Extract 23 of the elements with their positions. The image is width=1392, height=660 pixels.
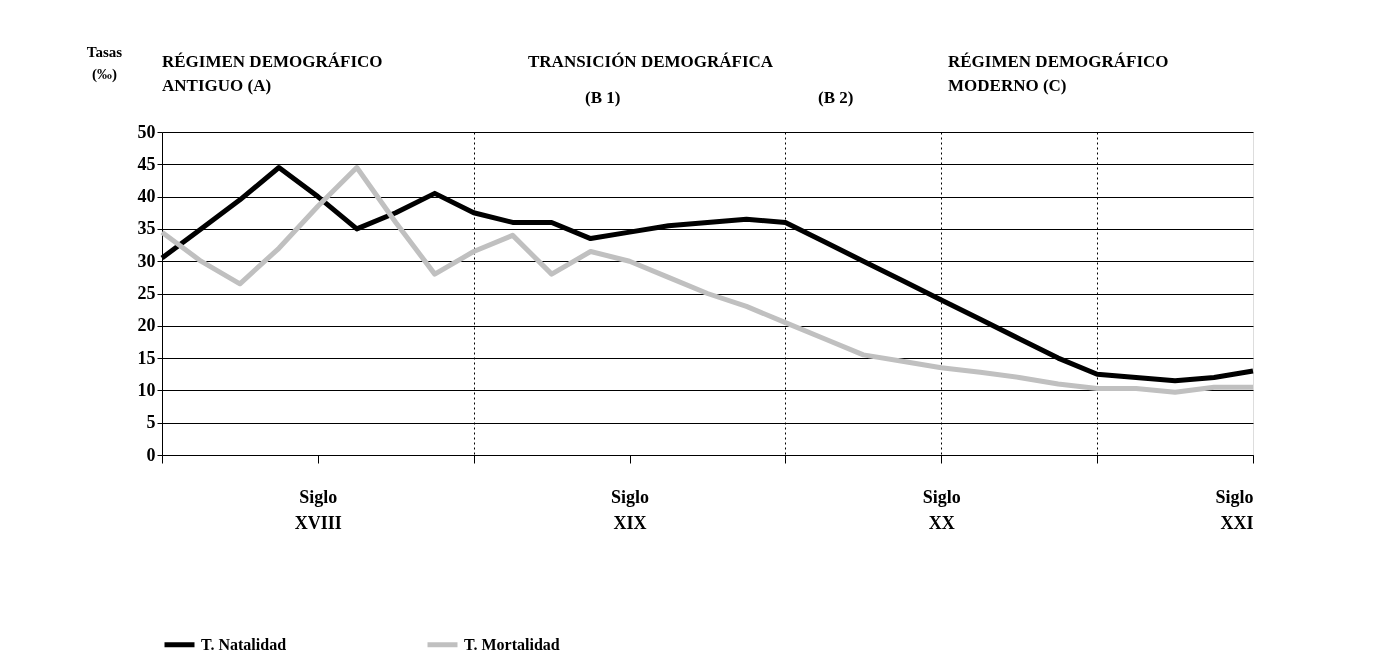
text: TRANSICIÓN DEMOGRÁFICA — [528, 52, 774, 71]
text: RÉGIMEN DEMOGRÁFICO ANTIGUO (A) — [162, 52, 383, 95]
y-tick-label: 35 — [137, 218, 156, 239]
x-tick-label: Siglo XIX — [611, 486, 650, 533]
y-tick-label: 10 — [137, 379, 156, 400]
text: RÉGIMEN DEMOGRÁFICO MODERNO (C) — [948, 52, 1169, 95]
y-tick-label: 5 — [146, 412, 156, 433]
y-tick-label: 45 — [137, 153, 156, 174]
y-tick-label: 0 — [146, 444, 156, 465]
legend-label: T. Mortalidad — [464, 635, 560, 653]
y-tick-label: 30 — [137, 250, 156, 271]
y-axis-title: Tasas (‰) — [86, 43, 123, 83]
y-tick-label: 50 — [137, 121, 156, 142]
x-tick-label: Siglo XVIII — [294, 486, 342, 533]
y-tick-label: 20 — [137, 315, 156, 336]
legend-label: T. Natalidad — [201, 635, 287, 653]
text: (B 1) — [585, 88, 621, 107]
y-tick-label: 25 — [137, 283, 156, 303]
text: (B 2) — [818, 88, 854, 107]
x-tick-label: Siglo XX — [922, 486, 961, 533]
y-tick-label: 40 — [137, 186, 156, 207]
y-tick-label: 15 — [137, 347, 156, 368]
x-tick-label: Siglo XXI — [1215, 486, 1254, 533]
